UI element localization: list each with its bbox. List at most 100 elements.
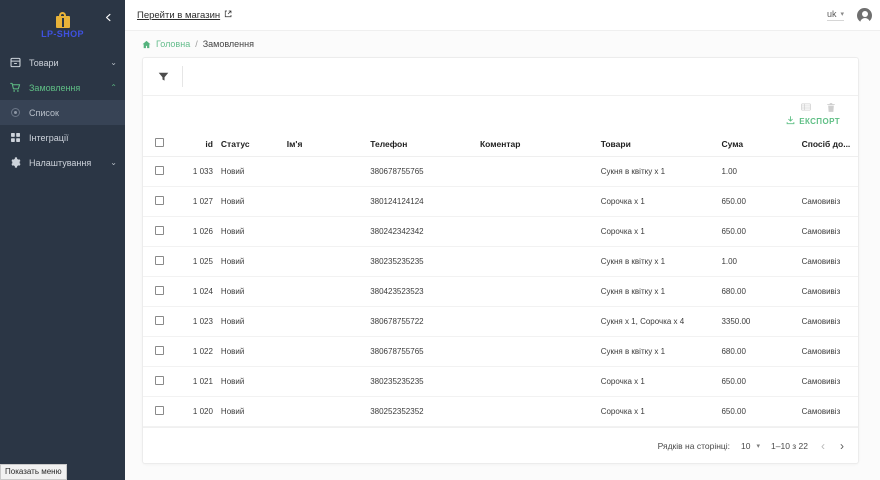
table-row[interactable]: 1 023 Новий 380678755722 Сукня х 1, Сорочка… xyxy=(143,306,858,337)
language-select[interactable]: uk ▾ xyxy=(826,9,844,21)
account-avatar-icon[interactable] xyxy=(857,7,872,24)
home-icon xyxy=(142,40,151,49)
filter-icon[interactable] xyxy=(152,66,174,88)
cell-status: Новий xyxy=(220,276,287,307)
cell-sum: 680.00 xyxy=(721,336,802,367)
cell-name xyxy=(286,276,371,307)
cell-id: 1 021 xyxy=(177,366,221,397)
cell-name xyxy=(286,156,371,187)
rows-per-page-select[interactable]: 10 ▾ xyxy=(741,441,760,451)
cell-goods: Сукня в квітку х 1 xyxy=(600,156,722,187)
table-scroll-area[interactable]: id Статус Ім'я Телефон Коментар Товари С… xyxy=(143,132,858,427)
cell-goods: Сорочка х 1 xyxy=(600,396,722,427)
chevron-left-icon[interactable]: ‹ xyxy=(821,438,825,453)
row-select-cell xyxy=(143,156,178,187)
row-checkbox[interactable] xyxy=(155,376,164,385)
table-body: 1 033 Новий 380678755765 Сукня в квітку х 1… xyxy=(143,156,858,427)
cell-delivery: Самовивіз xyxy=(801,216,858,247)
columns-icon[interactable] xyxy=(801,102,811,112)
row-checkbox[interactable] xyxy=(155,166,164,175)
cell-phone: 380678755765 xyxy=(370,156,480,187)
row-select-cell xyxy=(143,366,178,397)
sidebar-item-spysok[interactable]: Список xyxy=(0,100,125,125)
export-row: ЕКСПОРТ xyxy=(143,115,858,132)
cell-goods: Сукня х 1, Сорочка х 4 xyxy=(600,306,722,337)
go-to-store-link[interactable]: Перейти в магазин xyxy=(137,10,232,21)
row-checkbox[interactable] xyxy=(155,316,164,325)
table-row[interactable]: 1 020 Новий 380252352352 Сорочка х 1 650.00 С… xyxy=(143,396,858,427)
cell-goods: Сукня в квітку х 1 xyxy=(600,276,722,307)
col-header-id[interactable]: id xyxy=(177,132,221,157)
col-header-delivery[interactable]: Спосіб до... xyxy=(801,132,858,157)
export-button[interactable]: ЕКСПОРТ xyxy=(786,115,840,128)
cell-id: 1 033 xyxy=(177,156,221,187)
cell-delivery: Самовивіз xyxy=(801,186,858,217)
row-select-cell xyxy=(143,426,178,427)
sidebar-item-nalashtuvannya[interactable]: Налаштування ⌄ xyxy=(0,150,125,175)
row-checkbox[interactable] xyxy=(155,256,164,265)
row-select-cell xyxy=(143,186,178,217)
download-icon xyxy=(786,116,795,127)
go-to-store-label: Перейти в магазин xyxy=(137,9,221,21)
table-row[interactable]: 1 026 Новий 380242342342 Сорочка х 1 650.00 С… xyxy=(143,216,858,247)
sidebar-item-zamovlennya[interactable]: Замовлення ⌃ xyxy=(0,75,125,100)
cell-name xyxy=(286,306,371,337)
row-checkbox[interactable] xyxy=(155,196,164,205)
cell-sum: 680.00 xyxy=(721,426,802,427)
cell-id: 1 026 xyxy=(177,216,221,247)
radio-dot-icon xyxy=(9,108,22,117)
chevron-down-icon: ⌄ xyxy=(110,158,117,167)
toolbar-divider xyxy=(182,66,183,87)
select-all-header xyxy=(143,132,178,157)
chevron-up-icon: ⌃ xyxy=(110,83,117,92)
cell-sum: 650.00 xyxy=(721,186,802,217)
cell-id: 1 023 xyxy=(177,306,221,337)
table-row[interactable]: 1 022 Новий 380678755765 Сукня в квітку х 1… xyxy=(143,336,858,367)
col-header-name[interactable]: Ім'я xyxy=(286,132,371,157)
breadcrumb-home-link[interactable]: Головна xyxy=(156,39,191,49)
table-row[interactable]: 1 021 Новий 380235235235 Сорочка х 1 650.00 С… xyxy=(143,366,858,397)
cell-delivery xyxy=(801,156,858,187)
table-row[interactable]: 1 027 Новий 380124124124 Сорочка х 1 650.00 С… xyxy=(143,186,858,217)
sidebar-item-label: Замовлення xyxy=(29,82,81,93)
col-header-status[interactable]: Статус xyxy=(220,132,287,157)
sidebar-brand[interactable]: LP-SHOP xyxy=(0,0,125,50)
topbar-right: uk ▾ xyxy=(826,7,872,24)
sidebar-item-tovary[interactable]: Товари ⌄ xyxy=(0,50,125,75)
trash-icon[interactable] xyxy=(826,102,836,113)
cell-status: Новий xyxy=(220,186,287,217)
col-header-comment[interactable]: Коментар xyxy=(479,132,601,157)
cell-comment xyxy=(479,366,601,397)
col-header-goods[interactable]: Товари xyxy=(600,132,722,157)
cell-sum: 650.00 xyxy=(721,396,802,427)
select-all-checkbox[interactable] xyxy=(155,138,164,147)
gear-icon xyxy=(9,157,22,168)
cell-delivery: Самовивіз xyxy=(801,366,858,397)
cell-comment xyxy=(479,186,601,217)
sidebar-item-integracii[interactable]: Інтеграції xyxy=(0,125,125,150)
main-area: Перейти в магазин uk ▾ Головна / Замовле… xyxy=(125,0,880,480)
table-row[interactable]: 1 024 Новий 380423523523 Сукня в квітку х 1… xyxy=(143,276,858,307)
table-row[interactable]: 1 019Новий 380352352353 Сукня в квітку х 1… xyxy=(143,426,858,427)
col-header-phone[interactable]: Телефон xyxy=(370,132,480,157)
breadcrumb-separator: / xyxy=(195,39,198,49)
cell-comment xyxy=(479,276,601,307)
row-select-cell xyxy=(143,336,178,367)
table-row[interactable]: 1 033 Новий 380678755765 Сукня в квітку х 1… xyxy=(143,156,858,187)
cell-delivery: Самовивіз xyxy=(801,276,858,307)
cell-id: 1 020 xyxy=(177,396,221,427)
chevron-left-icon[interactable] xyxy=(99,8,117,26)
cell-phone: 380252352352 xyxy=(370,396,480,427)
row-checkbox[interactable] xyxy=(155,346,164,355)
row-checkbox[interactable] xyxy=(155,226,164,235)
row-checkbox[interactable] xyxy=(155,286,164,295)
cell-name xyxy=(286,426,371,427)
col-header-sum[interactable]: Сума xyxy=(721,132,802,157)
cell-name xyxy=(286,186,371,217)
cell-comment xyxy=(479,336,601,367)
row-checkbox[interactable] xyxy=(155,406,164,415)
table-row[interactable]: 1 025 Новий 380235235235 Сукня в квітку х 1… xyxy=(143,246,858,277)
cell-goods: Сукня в квітку х 1 xyxy=(600,336,722,367)
chevron-right-icon[interactable]: › xyxy=(840,438,844,453)
